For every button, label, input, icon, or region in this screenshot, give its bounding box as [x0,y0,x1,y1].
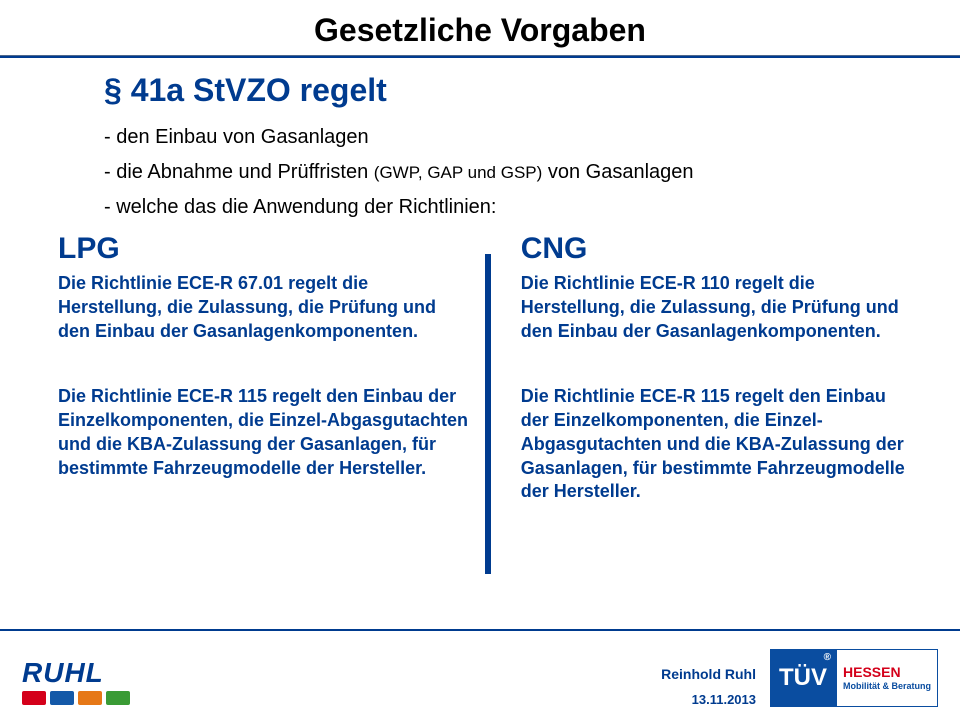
lpg-para-2: Die Richtlinie ECE-R 115 regelt den Einb… [58,385,469,480]
vehicle-icon [78,691,102,705]
bullet-1: - den Einbau von Gasanlagen [104,123,912,152]
footer-rule [0,629,960,631]
tuv-text: TÜV [779,664,827,692]
bullet-3: - welche das die Anwendung der Richtlini… [104,193,912,222]
footer-right: Reinhold Ruhl 13.11.2013 TÜV ® HESSEN Mo… [661,649,938,707]
vehicle-icon [50,691,74,705]
slide: Gesetzliche Vorgaben § 41a StVZO regelt … [0,0,960,715]
column-divider [485,254,491,574]
cng-heading: CNG [521,232,912,266]
title-rule [0,55,960,58]
column-lpg: LPG Die Richtlinie ECE-R 67.01 regelt di… [58,232,469,574]
cng-para-1: Die Richtlinie ECE-R 110 regelt die Hers… [521,272,912,343]
presenter-block: Reinhold Ruhl 13.11.2013 [661,666,756,707]
bullet-2-post: von Gasanlagen [542,161,693,183]
ruhl-vehicle-icons [22,691,130,705]
presenter-name: Reinhold Ruhl [661,666,756,682]
bullet-2-mid: (GWP, GAP und GSP) [374,163,543,182]
lpg-heading: LPG [58,232,469,266]
hessen-text: HESSEN [843,665,931,679]
columns: LPG Die Richtlinie ECE-R 67.01 regelt di… [58,232,912,574]
tuv-registered-icon: ® [824,652,831,663]
tuv-blue-box: TÜV ® [770,649,836,707]
column-cng: CNG Die Richtlinie ECE-R 110 regelt die … [521,232,912,574]
cng-para-2: Die Richtlinie ECE-R 115 regelt den Einb… [521,385,912,504]
vehicle-icon [106,691,130,705]
slide-title: Gesetzliche Vorgaben [48,12,912,49]
presentation-date: 13.11.2013 [661,692,756,707]
bullet-list: - den Einbau von Gasanlagen - die Abnahm… [104,123,912,222]
tuv-white-box: HESSEN Mobilität & Beratung [836,649,938,707]
ruhl-text: RUHL [22,659,104,687]
vehicle-icon [22,691,46,705]
subtitle: § 41a StVZO regelt [104,72,912,109]
ruhl-logo: RUHL [22,659,130,705]
tuv-logo: TÜV ® HESSEN Mobilität & Beratung [770,649,938,707]
mobility-text: Mobilität & Beratung [843,681,931,691]
lpg-para-1: Die Richtlinie ECE-R 67.01 regelt die He… [58,272,469,343]
bullet-2: - die Abnahme und Prüffristen (GWP, GAP … [104,158,912,187]
footer: RUHL Reinhold Ruhl 13.11.2013 TÜV ® HES [0,629,960,715]
bullet-2-pre: - die Abnahme und Prüffristen [104,161,374,183]
